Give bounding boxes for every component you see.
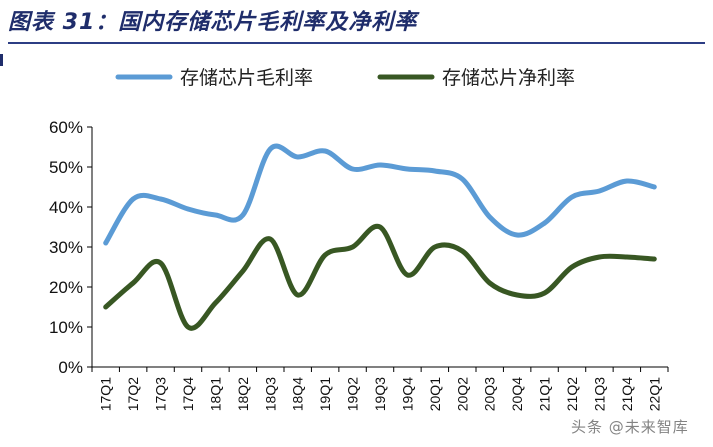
x-tick-label: 22Q1: [646, 377, 662, 411]
y-tick-label: 30%: [49, 238, 83, 257]
x-tick-label: 20Q2: [454, 377, 470, 411]
title-rule: [8, 42, 705, 44]
watermark: 头条 @未来智库: [571, 418, 689, 436]
y-tick-label: 50%: [49, 158, 83, 177]
x-tick-label: 17Q1: [98, 377, 114, 411]
series-line-2: [103, 223, 657, 331]
x-tick-label: 20Q3: [482, 377, 498, 411]
x-tick-label: 19Q2: [345, 377, 361, 411]
legend-label-2: 存储芯片净利率: [442, 67, 575, 89]
x-tick-label: 17Q3: [153, 377, 169, 411]
x-tick-label: 20Q1: [427, 377, 443, 411]
x-tick-label: 21Q3: [591, 377, 607, 411]
x-tick-label: 18Q3: [262, 377, 278, 411]
x-tick-label: 20Q4: [509, 377, 525, 411]
x-tick-label: 18Q1: [207, 377, 223, 411]
x-tick-label: 19Q3: [372, 377, 388, 411]
y-tick-label: 20%: [49, 278, 83, 297]
y-tick-label: 0%: [58, 358, 83, 377]
x-tick-label: 21Q4: [619, 377, 635, 411]
y-tick-label: 60%: [49, 118, 83, 137]
x-tick-label: 17Q4: [180, 377, 196, 411]
x-tick-label: 21Q2: [564, 377, 580, 411]
x-tick-label: 19Q1: [317, 377, 333, 411]
y-tick-label: 10%: [49, 318, 83, 337]
x-tick-label: 19Q4: [399, 377, 415, 411]
series-line-1: [103, 143, 657, 246]
x-tick-label: 18Q4: [290, 377, 306, 411]
x-tick-label: 17Q2: [125, 377, 141, 411]
corner-mark: [0, 54, 3, 66]
x-tick-label: 21Q1: [537, 377, 553, 411]
x-tick-label: 18Q2: [235, 377, 251, 411]
y-tick-label: 40%: [49, 198, 83, 217]
legend-label-1: 存储芯片毛利率: [180, 67, 313, 89]
page-title: 图表 31：国内存储芯片毛利率及净利率: [8, 10, 418, 35]
